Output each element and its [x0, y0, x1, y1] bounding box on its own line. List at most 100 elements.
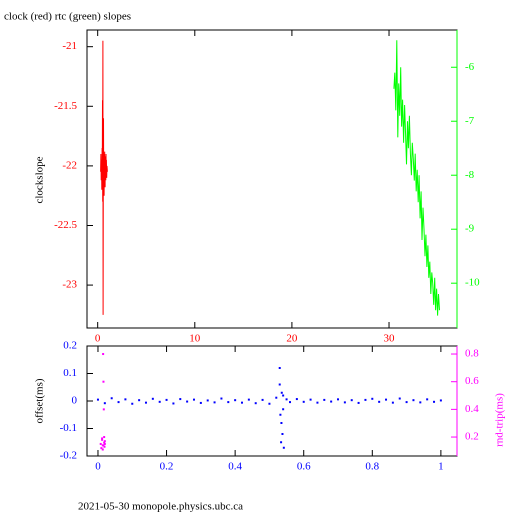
y-tick-label: 0	[72, 395, 78, 407]
data-point	[330, 400, 333, 403]
data-point	[101, 448, 104, 451]
data-point	[138, 399, 141, 402]
data-point	[364, 398, 367, 401]
data-point	[103, 442, 106, 445]
y-tick-label: 0.2	[63, 340, 77, 352]
data-point	[131, 402, 134, 405]
data-point	[280, 441, 283, 444]
data-point	[323, 398, 326, 401]
x-tick-label: 0.8	[365, 461, 379, 473]
data-point	[282, 446, 285, 449]
y-tick-label: -21.5	[54, 100, 77, 112]
data-line	[393, 40, 440, 316]
x-tick-label: 20	[286, 333, 298, 345]
data-point	[199, 401, 202, 404]
y2-tick-label: 0.8	[465, 348, 479, 360]
data-point	[433, 400, 436, 403]
data-point	[96, 398, 99, 401]
data-point	[439, 399, 442, 402]
data-line	[100, 40, 108, 315]
y-tick-label: -22.5	[54, 219, 77, 231]
data-point	[102, 380, 105, 383]
data-point	[240, 401, 243, 404]
x-tick-label: 0.4	[228, 461, 242, 473]
y-tick-label: -21	[62, 40, 77, 52]
data-point	[280, 391, 283, 394]
data-point	[275, 396, 278, 399]
y-tick-label: -0.2	[60, 450, 77, 462]
data-point	[337, 398, 340, 401]
data-point	[117, 401, 120, 404]
y2-axis-label: rnd-trip(ms)	[494, 393, 506, 447]
data-point	[378, 400, 381, 403]
data-point	[186, 400, 189, 403]
x-tick-label: 0.6	[297, 461, 311, 473]
data-point	[179, 398, 182, 401]
data-point	[103, 440, 106, 443]
data-point	[144, 401, 147, 404]
data-point	[282, 394, 285, 397]
data-point	[278, 367, 281, 369]
data-point	[285, 398, 288, 401]
data-point	[103, 441, 106, 444]
y2-tick-label: -10	[465, 277, 480, 289]
x-tick-label: 10	[189, 333, 201, 345]
data-point	[247, 398, 250, 401]
data-point	[227, 401, 230, 404]
data-point	[103, 436, 106, 439]
data-point	[213, 401, 216, 404]
x-tick-label: 30	[384, 333, 396, 345]
data-point	[99, 442, 102, 445]
data-point	[172, 402, 175, 405]
data-point	[398, 397, 401, 400]
data-point	[357, 401, 360, 404]
x-tick-label: 0	[95, 333, 101, 345]
y-axis-label: clockslope	[34, 156, 46, 203]
data-point	[412, 399, 415, 402]
data-point	[220, 397, 223, 400]
data-point	[426, 398, 429, 401]
data-point	[102, 408, 105, 411]
data-point	[316, 401, 319, 404]
x-tick-label: 0	[95, 461, 101, 473]
data-point	[385, 398, 388, 401]
data-point	[282, 408, 285, 411]
footer: 2021-05-30 monopole.physics.ubc.ca	[78, 501, 243, 512]
y-axis-label: offset(ms)	[34, 378, 46, 423]
data-point	[254, 402, 257, 405]
data-point	[302, 400, 305, 403]
data-point	[391, 401, 394, 404]
y2-tick-label: 0.2	[465, 431, 479, 443]
y-tick-label: -0.1	[60, 422, 77, 434]
data-point	[102, 353, 105, 356]
data-point	[278, 383, 281, 386]
y2-tick-label: 0.6	[465, 375, 479, 387]
data-point	[371, 397, 374, 400]
data-point	[110, 397, 113, 400]
chart-title: clock (red) rtc (green) slopes	[4, 11, 131, 23]
data-point	[309, 398, 312, 401]
data-point	[234, 399, 237, 402]
y2-tick-label: -8	[465, 169, 475, 181]
data-point	[281, 433, 284, 435]
data-point	[419, 401, 422, 404]
x-tick-label: 0.2	[160, 461, 174, 473]
data-point	[101, 437, 104, 440]
data-point	[261, 398, 264, 401]
data-point	[280, 422, 283, 424]
data-point	[268, 402, 271, 405]
data-point	[151, 397, 154, 400]
data-point	[206, 399, 209, 402]
data-point	[295, 398, 298, 401]
data-point	[289, 401, 292, 404]
y2-tick-label: -9	[465, 223, 475, 235]
data-point	[350, 399, 353, 402]
data-point	[165, 398, 168, 401]
data-point	[158, 400, 161, 403]
y-tick-label: -22	[62, 159, 77, 171]
x-tick-label: 1	[438, 461, 444, 473]
data-point	[343, 401, 346, 404]
y2-tick-label: 0.4	[465, 403, 479, 415]
data-point	[102, 444, 105, 447]
